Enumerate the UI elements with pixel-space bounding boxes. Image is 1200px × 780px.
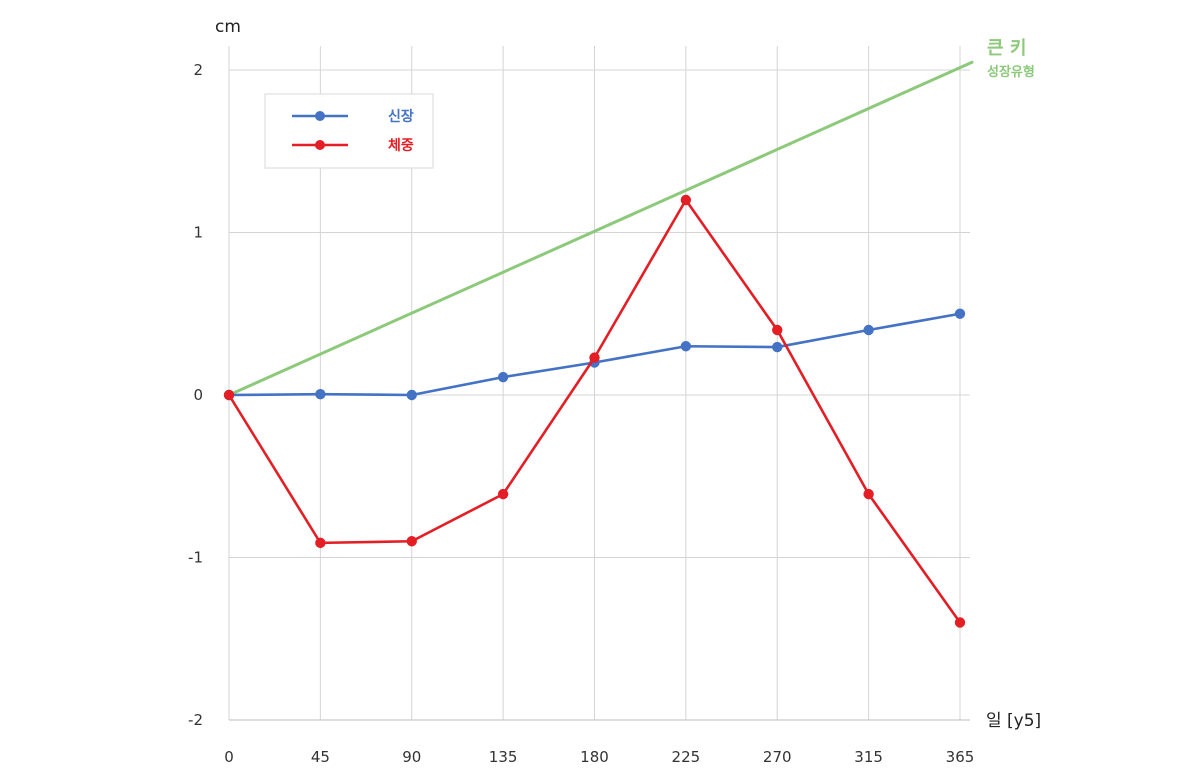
data-point-weight bbox=[772, 324, 783, 336]
legend-label-weight: 체중 bbox=[388, 138, 414, 154]
legend-marker-height bbox=[315, 111, 325, 121]
data-point-height bbox=[680, 341, 692, 352]
data-point-weight bbox=[954, 617, 966, 628]
data-point-height bbox=[406, 389, 417, 401]
x-tick-label: 90 bbox=[402, 748, 421, 766]
y-axis-title: cm bbox=[215, 17, 241, 37]
data-point-height bbox=[863, 324, 874, 336]
data-point-weight bbox=[497, 488, 509, 500]
data-point-weight bbox=[589, 352, 600, 363]
legend-box bbox=[264, 93, 434, 169]
y-tick-label: 2 bbox=[193, 61, 203, 79]
data-point-height bbox=[497, 371, 509, 383]
data-point-weight bbox=[315, 537, 326, 549]
trend-sublabel: 성장유형 bbox=[987, 64, 1035, 80]
legend-marker-weight bbox=[315, 140, 325, 150]
data-point-weight bbox=[223, 389, 235, 401]
legend: 신장 체중 bbox=[264, 93, 434, 169]
y-tick-label: -2 bbox=[188, 711, 203, 729]
data-point-weight bbox=[863, 488, 874, 500]
y-tick-label: -1 bbox=[188, 549, 203, 567]
data-point-weight bbox=[406, 536, 417, 547]
x-tick-label: 365 bbox=[946, 748, 975, 766]
x-tick-label: 45 bbox=[311, 748, 330, 766]
x-axis-title: 일 [y5] bbox=[986, 711, 1041, 731]
trend-line bbox=[227, 60, 974, 397]
data-point-height bbox=[772, 341, 783, 353]
x-tick-label: 225 bbox=[672, 748, 701, 766]
x-tick-label: 135 bbox=[489, 748, 518, 766]
series-layer bbox=[223, 194, 966, 628]
y-tick-label: 0 bbox=[193, 386, 203, 404]
x-tick-label: 315 bbox=[854, 748, 883, 766]
x-tick-label: 0 bbox=[224, 748, 234, 766]
x-tick-label: 270 bbox=[763, 748, 792, 766]
trend-layer bbox=[227, 60, 974, 397]
data-point-weight bbox=[680, 194, 692, 206]
y-tick-label: 1 bbox=[193, 224, 203, 242]
grid bbox=[228, 46, 970, 721]
trend-label: 큰 키 bbox=[987, 38, 1026, 59]
data-point-height bbox=[315, 388, 326, 400]
x-tick-label: 180 bbox=[580, 748, 609, 766]
data-point-height bbox=[954, 308, 966, 319]
tick-labels: -2 -1 0 1 2 0 45 90 135 180 225 270 315 365 bbox=[188, 61, 974, 766]
legend-label-height: 신장 bbox=[388, 108, 414, 125]
